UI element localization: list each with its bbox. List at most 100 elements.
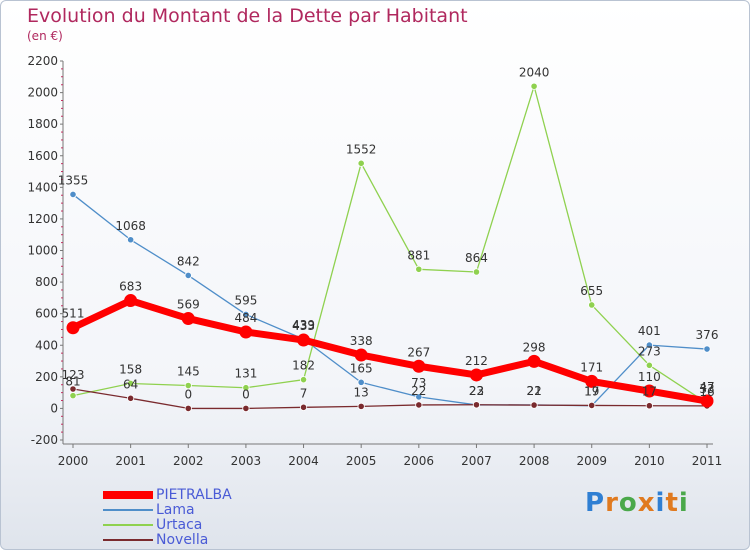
data-label: 131 [234,367,257,381]
data-label: 1355 [58,173,89,187]
data-label: 484 [234,311,257,325]
brand-letter: r [605,488,619,518]
y-tick-label: 2000 [27,86,58,100]
y-tick-label: 800 [35,275,58,289]
y-tick-label: 1400 [27,180,58,194]
y-tick-label: 1200 [27,212,58,226]
data-label: 22 [411,384,426,398]
data-point [357,378,365,386]
x-tick-label: 2000 [58,454,89,468]
data-label: 439 [292,318,315,332]
data-label: 7 [300,386,308,400]
data-point [415,393,423,401]
data-point [242,310,250,319]
data-label: 17 [642,385,657,399]
x-tick-label: 2005 [346,454,377,468]
y-tick-label: -200 [31,433,58,447]
brand-letter: P [585,488,606,518]
x-tick-label: 2002 [173,454,204,468]
y-tick-label: 200 [35,370,58,384]
y-tick-label: 0 [50,401,58,415]
series-line-novella [72,388,708,410]
data-point [588,301,596,309]
data-point [357,159,365,167]
data-label: 182 [292,359,315,373]
data-point [69,392,77,400]
data-label: 433 [292,319,315,333]
series-line-urtaca [72,85,708,404]
data-point [239,325,253,339]
data-label: 81 [65,375,80,389]
data-label: 273 [638,344,661,358]
data-label: 21 [526,384,541,398]
data-point [530,401,538,409]
data-label: 298 [523,340,546,354]
data-point [69,190,77,199]
data-label: 73 [411,376,426,390]
data-label: 376 [696,328,719,342]
data-label: 0 [242,387,250,401]
x-tick-label: 2007 [461,454,492,468]
data-label: 401 [638,324,661,338]
data-point [415,265,423,273]
series-line-lama [72,193,708,407]
data-label: 1552 [346,142,377,156]
data-point [472,401,481,409]
data-point [242,384,250,392]
x-tick-label: 2003 [231,454,262,468]
data-label: 158 [119,362,142,376]
data-label: 1068 [115,219,146,233]
legend-swatch [103,509,153,511]
y-tick-label: 600 [35,307,58,321]
data-label: 655 [580,284,603,298]
data-label: 16 [699,385,714,399]
data-label: 33 [699,382,714,396]
data-point [588,401,596,410]
data-label: 123 [62,368,85,382]
data-point [700,394,714,408]
legend-item-novella: Novella [103,532,208,548]
legend-item-pietralba: PIETRALBA [103,487,232,503]
chart-subtitle: (en €) [27,29,63,43]
y-tick-label: 400 [35,338,58,352]
data-label: 595 [234,293,257,307]
data-point [242,404,250,413]
data-point [645,361,653,369]
data-label: 338 [350,334,373,348]
y-tick-label: 1600 [27,149,58,163]
brand-letter: t [665,488,679,518]
data-point [645,402,653,410]
data-point [184,271,192,280]
data-point [703,345,711,353]
data-label: 2040 [519,65,550,79]
data-point [127,236,135,244]
legend-swatch [103,491,153,499]
x-tick-label: 2009 [576,454,607,468]
x-tick-label: 2004 [288,454,319,468]
brand-letter: o [618,488,638,518]
legend-item-urtaca: Urtaca [103,517,202,533]
data-label: 22 [469,384,484,398]
data-label: 47 [699,380,714,394]
data-label: 842 [177,254,200,268]
data-point [184,381,192,390]
x-tick-label: 2001 [115,454,146,468]
data-label: 569 [177,298,200,312]
x-tick-label: 2008 [519,454,550,468]
data-point [127,394,135,402]
brand-logo: Proxiti [585,488,689,518]
data-point [299,376,308,384]
data-label: 110 [638,370,661,384]
data-label: 165 [350,361,373,375]
data-point [69,385,77,393]
data-point [297,333,311,347]
data-point [66,321,80,335]
y-tick-label: 1800 [27,117,58,131]
data-point [472,268,481,276]
brand-letter: i [678,488,689,518]
data-label: 64 [123,377,138,391]
data-label: 267 [407,345,430,359]
data-label: 19 [584,384,599,398]
